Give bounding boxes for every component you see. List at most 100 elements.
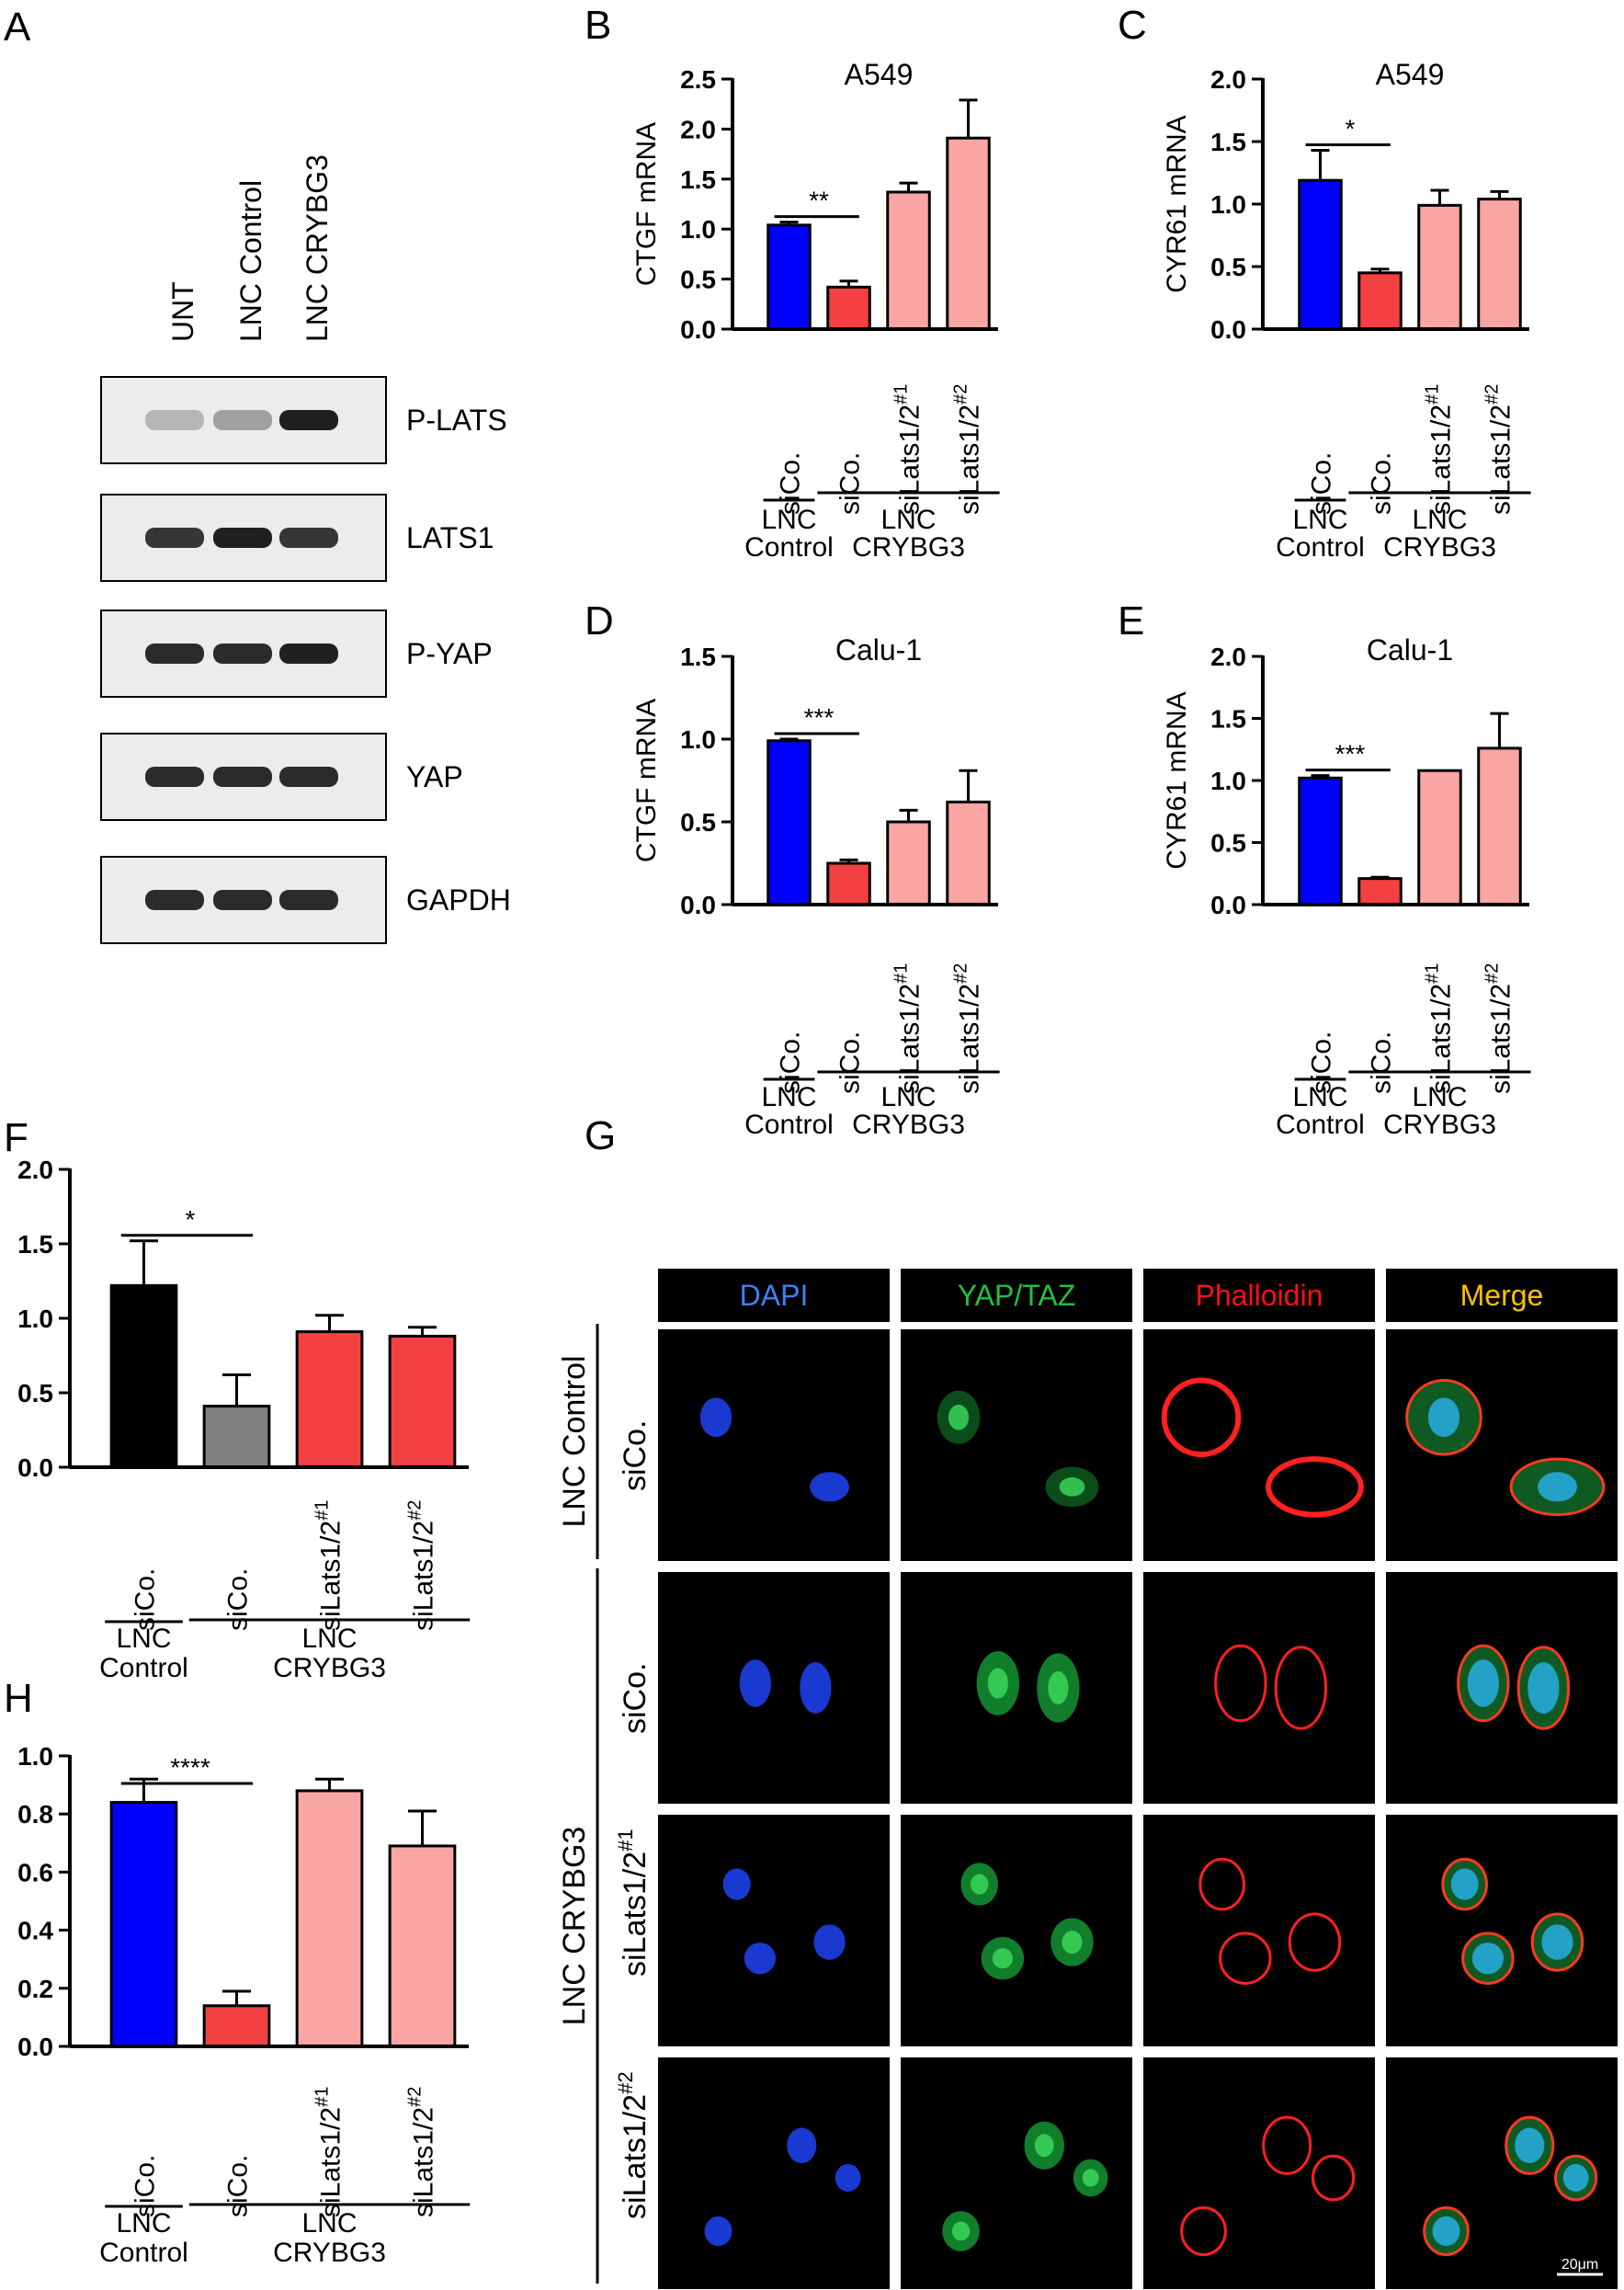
row-label: siLats1/2#1 — [614, 1829, 653, 1977]
category-label: siLats1/2#2 — [1482, 384, 1516, 515]
group-label-crybg3: CRYBG3 — [1383, 532, 1496, 563]
bar — [295, 1789, 364, 2048]
category-label: siCo. — [223, 2155, 254, 2217]
group-label-control: Control — [1276, 1110, 1365, 1140]
category-label: siCo. — [835, 452, 866, 515]
bar — [767, 223, 812, 331]
y-tick-label: 1.5 — [17, 1230, 53, 1259]
bar-chart-d: Calu-1 0.0 0.5 1.0 1.5 CTGF mRNA *** siCo. siCo.… — [631, 633, 1000, 1140]
column-header-label: DAPI — [740, 1279, 809, 1312]
group-label-crybg3: LNC — [880, 1082, 936, 1112]
bar — [826, 285, 871, 331]
blot-label: P-LATS — [406, 404, 507, 437]
significance-marker: ** — [809, 187, 829, 215]
panel-letter-g: G — [585, 1113, 616, 1158]
group-label-control: LNC — [1292, 505, 1347, 535]
merge-nucleus — [1541, 1924, 1573, 1960]
column-header-label: YAP/TAZ — [958, 1279, 1076, 1312]
blot-row: YAP — [100, 733, 463, 821]
y-tick-label: 1.0 — [17, 1742, 53, 1771]
bar — [109, 1801, 178, 2048]
bar — [1417, 769, 1462, 906]
category-label: siLats1/2#1 — [1423, 384, 1457, 515]
nucleus — [800, 1662, 832, 1714]
significance-marker: * — [186, 1205, 196, 1234]
actin-outline — [1161, 1377, 1242, 1458]
y-tick-label: 0.2 — [17, 1975, 53, 2003]
yap-nuclear — [970, 1874, 989, 1895]
bar — [1477, 198, 1522, 331]
y-axis-label: CTGF mRNA — [631, 699, 662, 862]
actin-outline — [1312, 2154, 1356, 2202]
category-label: siLats1/2#1 — [1423, 963, 1457, 1094]
microscopy-tile — [658, 1815, 890, 2046]
yap-nuclear — [1062, 1931, 1083, 1954]
bar — [1298, 776, 1343, 906]
yap-nuclear — [1059, 1476, 1085, 1497]
group-label-crybg3: LNC — [1412, 505, 1467, 535]
bar-chart-h: 0.00.20.40.60.81.0Nuclear YAP/TAZ ratio*… — [17, 1742, 471, 2268]
image-row: siCo. — [618, 1329, 1618, 1561]
y-tick-label: 1.0 — [680, 215, 716, 244]
yap-nuclear — [1048, 1670, 1069, 1705]
group-label-crybg3: CRYBG3 — [273, 2238, 386, 2268]
y-tick-label: 2.0 — [680, 115, 716, 143]
y-tick-label: 2.0 — [1210, 643, 1246, 671]
blot-band — [145, 767, 204, 787]
panel-letter-f: F — [4, 1115, 28, 1160]
group-label-control: LNC — [761, 1082, 816, 1112]
blot-band — [213, 528, 272, 548]
group-label-crybg3: LNC — [880, 505, 936, 535]
bar — [202, 2004, 271, 2048]
lane-label-lnc-control: LNC Control — [234, 180, 267, 342]
blot-band — [279, 890, 338, 910]
bar-chart-c: A549 0.0 0.5 1.0 1.5 2.0 CYR61 mRNA * siCo. siCo.… — [1162, 58, 1531, 563]
blot-row: P-YAP — [100, 610, 493, 698]
y-tick-label: 1.0 — [680, 725, 716, 754]
y-tick-label: 0.0 — [1210, 891, 1246, 919]
western-blot-panel: UNT LNC Control LNC CRYBG3 P-LATS LATS1 P-… — [100, 154, 511, 944]
row-label: siCo. — [618, 1420, 653, 1491]
group-label-crybg3: LNC — [301, 1624, 357, 1654]
y-tick-label: 0.5 — [680, 266, 716, 294]
merge-nucleus — [1467, 1659, 1499, 1707]
bar — [388, 1844, 457, 2048]
bar — [1357, 271, 1403, 331]
y-axis-label: CYR61 mRNA — [1162, 115, 1192, 292]
merge-nucleus — [1527, 1662, 1560, 1714]
y-tick-label: 1.5 — [680, 165, 716, 194]
group-label-crybg3: CRYBG3 — [852, 1110, 965, 1140]
actin-outline — [1266, 1456, 1364, 1518]
nucleus — [787, 2127, 817, 2164]
chart-title: Calu-1 — [835, 633, 922, 666]
blot-label: P-YAP — [406, 637, 493, 670]
bar — [946, 800, 991, 906]
blot-band — [145, 644, 204, 664]
bar — [1357, 877, 1403, 906]
y-axis-label: CYR61 mRNA — [1162, 691, 1192, 869]
merge-nucleus — [1427, 1397, 1460, 1438]
category-label: siCo. — [223, 1568, 254, 1631]
y-tick-label: 1.0 — [1210, 190, 1246, 219]
blot-row: LATS1 — [100, 494, 494, 582]
group-label-crybg3: CRYBG3 — [1383, 1110, 1496, 1140]
blot-row: P-LATS — [100, 376, 507, 464]
merge-nucleus — [1562, 2164, 1589, 2193]
merge-nucleus — [1538, 1472, 1577, 1502]
blot-label: GAPDH — [406, 883, 511, 917]
category-label: siCo. — [776, 1031, 806, 1094]
group-label-control: Control — [99, 2238, 188, 2268]
bar — [1298, 178, 1343, 331]
category-label: siLats1/2#1 — [312, 1500, 346, 1631]
blot-band — [145, 890, 204, 910]
merge-nucleus — [1471, 1943, 1505, 1975]
blot-band — [213, 410, 272, 430]
y-tick-label: 0.0 — [680, 315, 716, 344]
nucleus — [813, 1924, 846, 1960]
microscopy-tile — [901, 1329, 1132, 1561]
y-tick-label: 1.5 — [1210, 128, 1246, 156]
microscopy-tile — [658, 1329, 890, 1561]
lane-label-lnc-crybg3: LNC CRYBG3 — [301, 154, 334, 342]
yap-nuclear — [951, 2221, 971, 2241]
significance-marker: *** — [1335, 740, 1366, 769]
